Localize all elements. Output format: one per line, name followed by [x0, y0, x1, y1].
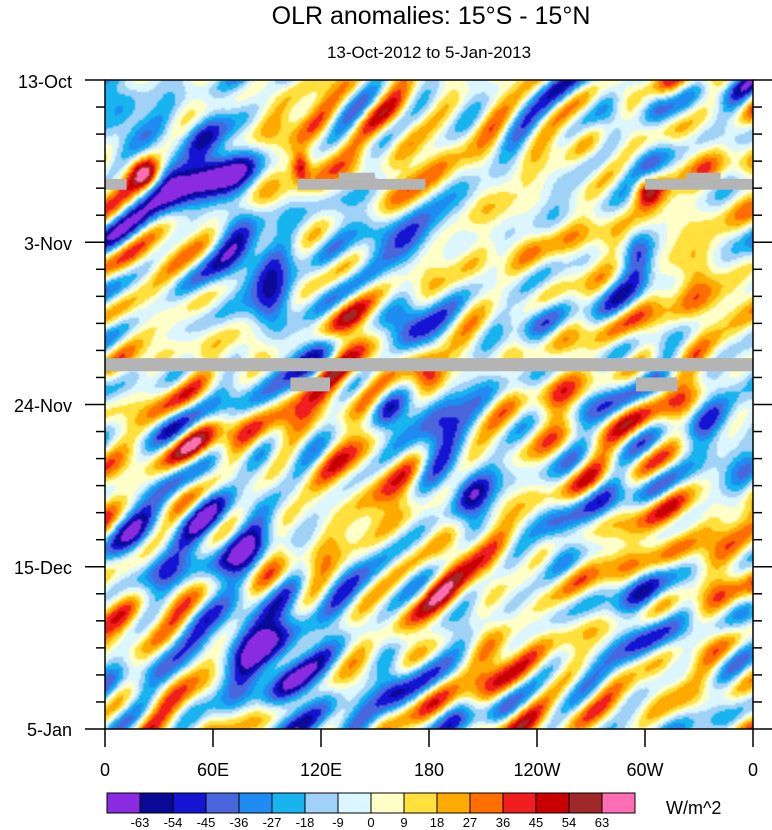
colorbar-swatch: [106, 792, 141, 814]
colorbar-label: -54: [164, 815, 183, 830]
colorbar-swatch: [172, 792, 207, 814]
missing-data-band: [636, 377, 678, 392]
colorbar-swatch: [271, 792, 306, 814]
colorbar-label: -27: [263, 815, 282, 830]
colorbar-label: 63: [595, 815, 609, 830]
colorbar-swatch: [601, 792, 636, 814]
missing-data-band: [339, 172, 375, 179]
colorbar-swatch: [568, 792, 603, 814]
colorbar-swatch: [535, 792, 570, 814]
colorbar-swatch: [403, 792, 438, 814]
colorbar-label: 0: [367, 815, 374, 830]
colorbar-swatch: [139, 792, 174, 814]
colorbar-label: -45: [197, 815, 216, 830]
colorbar-swatch: [469, 792, 504, 814]
colorbar-label: 54: [562, 815, 576, 830]
plot-area: [104, 79, 754, 730]
colorbar-units: W/m^2: [666, 798, 721, 818]
y-tick-label: 24-Nov: [14, 396, 72, 416]
y-tick-label: 15-Dec: [14, 558, 72, 578]
colorbar-label: 9: [400, 815, 407, 830]
missing-data-band: [297, 178, 426, 190]
colorbar-swatch: [337, 792, 372, 814]
colorbar-label: 45: [529, 815, 543, 830]
colorbar-label: -18: [296, 815, 315, 830]
missing-data-band: [645, 178, 753, 190]
chart-title: OLR anomalies: 15°S - 15°N: [272, 2, 591, 30]
colorbar-swatch: [304, 792, 339, 814]
colorbar-label: 36: [496, 815, 510, 830]
chart-subtitle: 13-Oct-2012 to 5-Jan-2013: [327, 43, 531, 62]
missing-data-band: [105, 358, 753, 372]
x-tick-label: 0: [748, 760, 758, 780]
x-tick-label: 120E: [300, 760, 342, 780]
x-tick-label: 0: [100, 760, 110, 780]
y-tick-label: 3-Nov: [24, 234, 72, 254]
missing-data-band: [290, 377, 330, 392]
x-axis-labels: 0 60E 120E 180 120W 60W 0: [100, 760, 758, 780]
x-tick-label: 180: [414, 760, 444, 780]
y-tick-label: 5-Jan: [27, 720, 72, 740]
olr-anomaly-field: [105, 80, 753, 729]
colorbar-label: 18: [430, 815, 444, 830]
x-tick-label: 120W: [513, 760, 560, 780]
colorbar-label: -9: [332, 815, 344, 830]
colorbar-swatch: [370, 792, 405, 814]
x-tick-label: 60W: [626, 760, 663, 780]
axis-ticks: [85, 79, 772, 747]
colorbar-swatch: [436, 792, 471, 814]
missing-data-band: [105, 178, 127, 190]
x-tick-label: 60E: [197, 760, 229, 780]
colorbar-label: -63: [131, 815, 150, 830]
y-tick-label: 13-Oct: [18, 72, 72, 92]
colorbar-swatch: [502, 792, 537, 814]
colorbar-swatch: [205, 792, 240, 814]
missing-data-band: [686, 172, 721, 179]
y-axis-labels: 13-Oct 3-Nov 24-Nov 15-Dec 5-Jan: [14, 72, 72, 740]
colorbar-label: 27: [463, 815, 477, 830]
missing-data-layer: [105, 172, 753, 392]
colorbar-swatch: [238, 792, 273, 814]
colorbar: -63 -54 -45 -36 -27 -18 -9 0 9 18 27 36 45 54 63: [106, 792, 636, 830]
colorbar-label: -36: [230, 815, 249, 830]
